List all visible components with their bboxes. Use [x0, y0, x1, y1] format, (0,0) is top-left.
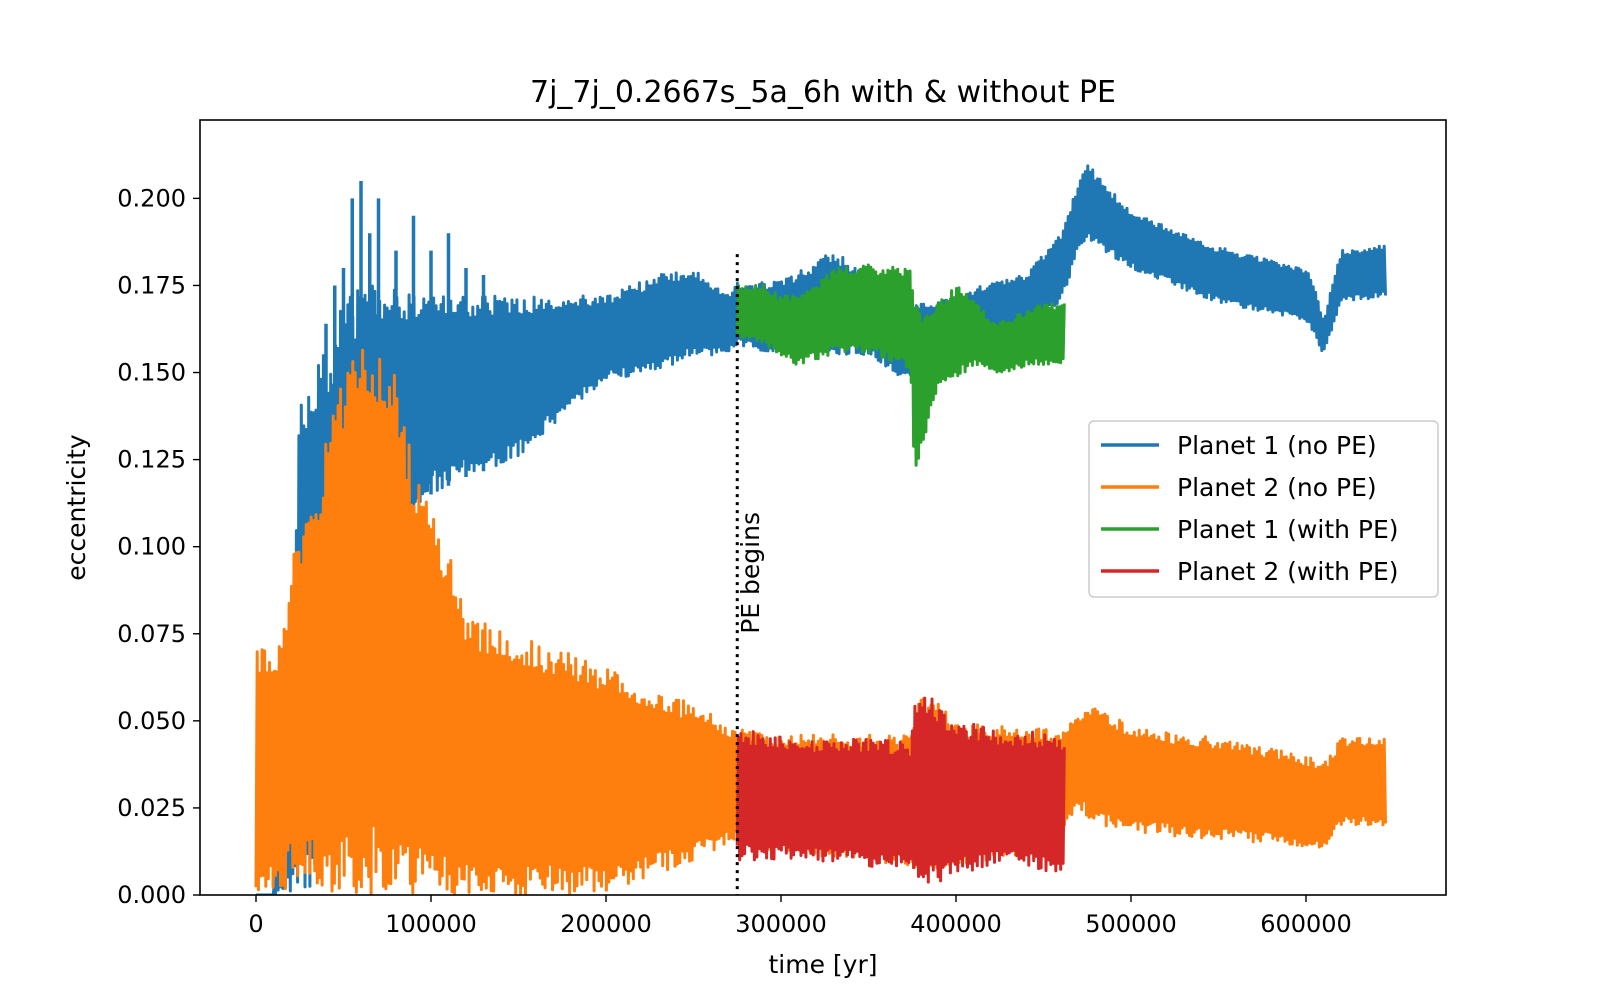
- y-axis-label: eccentricity: [62, 434, 91, 581]
- y-tick-label: 0.025: [117, 794, 186, 822]
- y-tick-label: 0.050: [117, 707, 186, 735]
- y-axis-ticks: 0.000 0.025 0.050 0.075 0.100 0.125 0.150 0.175…: [117, 184, 200, 909]
- series-planet-2-no-pe: [254, 348, 1387, 895]
- x-tick-label: 0: [248, 910, 263, 938]
- series-planet-2-with-pe: [735, 696, 1066, 884]
- series-layer: [254, 164, 1387, 895]
- legend-label: Planet 2 (with PE): [1177, 557, 1399, 586]
- series-line: [255, 164, 1387, 895]
- legend: Planet 1 (no PE) Planet 2 (no PE) Planet 1…: [1088, 420, 1439, 598]
- legend-label: Planet 2 (no PE): [1177, 473, 1377, 502]
- legend-label: Planet 1 (no PE): [1177, 431, 1377, 460]
- y-tick-label: 0.100: [117, 533, 186, 561]
- x-tick-label: 500000: [1085, 910, 1177, 938]
- series-line: [735, 696, 1066, 884]
- series-planet-1-with-pe: [735, 263, 1066, 467]
- pe-begins-label: PE begins: [736, 512, 765, 634]
- y-tick-label: 0.000: [117, 881, 186, 909]
- legend-label: Planet 1 (with PE): [1177, 515, 1399, 544]
- y-tick-label: 0.150: [117, 359, 186, 387]
- axes-frame: [199, 119, 1447, 896]
- y-tick-label: 0.125: [117, 446, 186, 474]
- x-axis-label: time [yr]: [768, 950, 877, 979]
- annotation-layer: PE begins: [735, 254, 765, 895]
- x-axis-ticks: 0 100000 200000 300000 400000 500000 600000: [248, 895, 1352, 938]
- y-tick-label: 0.200: [117, 184, 186, 212]
- series-line: [254, 348, 1387, 895]
- x-tick-label: 200000: [560, 910, 652, 938]
- y-tick-label: 0.175: [117, 271, 186, 299]
- chart-title: 7j_7j_0.2667s_5a_6h with & without PE: [530, 75, 1116, 110]
- x-tick-label: 400000: [910, 910, 1002, 938]
- x-tick-label: 100000: [385, 910, 477, 938]
- legend-box: [1088, 420, 1439, 598]
- y-tick-label: 0.075: [117, 620, 186, 648]
- x-tick-label: 600000: [1260, 910, 1352, 938]
- series-line: [735, 263, 1066, 467]
- x-tick-label: 300000: [735, 910, 827, 938]
